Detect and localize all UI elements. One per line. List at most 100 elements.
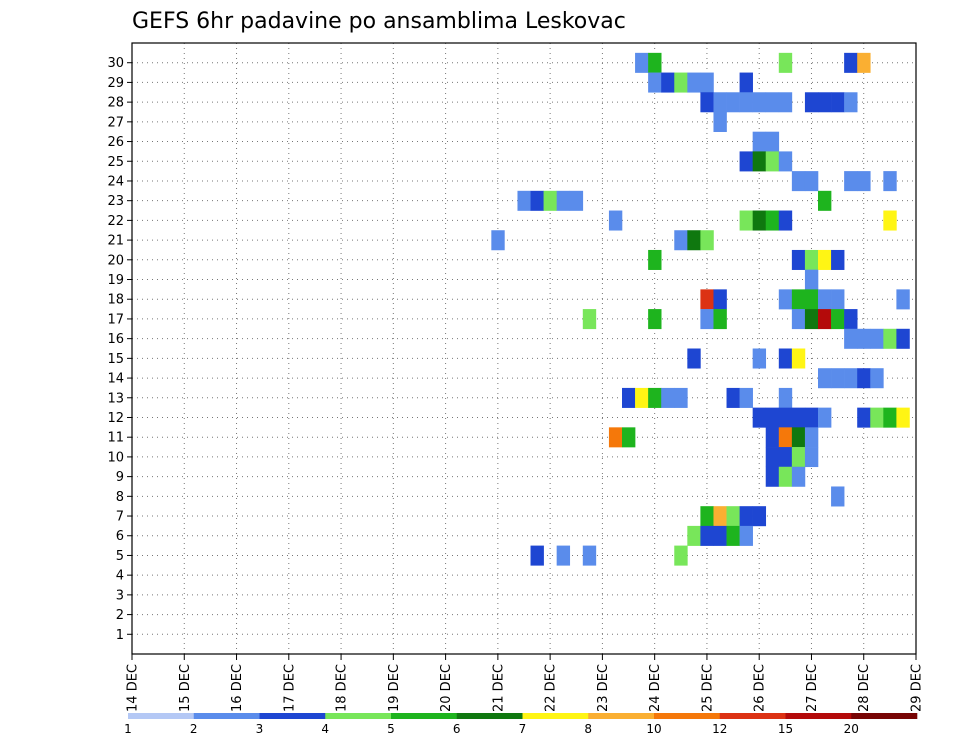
heatmap-cell	[752, 506, 767, 527]
heatmap-cell	[791, 289, 806, 310]
x-tick-label: 25 DEC	[700, 664, 715, 712]
heatmap-cell	[556, 190, 571, 211]
heatmap-cell	[791, 171, 806, 192]
heatmap-cell	[831, 309, 845, 330]
heatmap-cell	[530, 190, 544, 211]
heatmap-cell	[713, 525, 727, 546]
heatmap-cell	[739, 387, 753, 408]
heatmap-cell	[713, 92, 727, 113]
heatmap-cell	[844, 368, 858, 389]
legend-label: 10	[646, 722, 661, 736]
heatmap-cell	[831, 249, 845, 270]
heatmap-cell	[739, 92, 753, 113]
heatmap-cell	[635, 52, 649, 73]
y-tick-label: 2	[116, 608, 124, 623]
heatmap-cell	[883, 407, 897, 428]
heatmap-cell	[778, 348, 793, 369]
heatmap-cell	[648, 249, 662, 270]
legend-swatch	[588, 713, 655, 719]
heatmap-cell	[752, 348, 767, 369]
heatmap-cell	[700, 525, 714, 546]
heatmap-cell	[831, 368, 845, 389]
heatmap-cell	[556, 545, 571, 566]
heatmap-cell	[608, 427, 623, 448]
plot-frame	[131, 42, 917, 655]
heatmap-cell	[778, 387, 793, 408]
heatmap-cell	[648, 387, 662, 408]
x-tick-label: 20 DEC	[439, 664, 454, 712]
heatmap-cell	[726, 506, 740, 527]
heatmap-cell	[635, 387, 649, 408]
heatmap-cell	[818, 289, 832, 310]
y-tick-label: 25	[107, 155, 124, 170]
heatmap-cell	[661, 387, 675, 408]
heatmap-cell	[648, 309, 662, 330]
y-tick-label: 1	[116, 628, 124, 643]
x-tick-label: 19 DEC	[387, 664, 402, 712]
heatmap-cell	[883, 328, 897, 349]
y-tick-label: 29	[107, 76, 124, 91]
y-tick-label: 20	[107, 253, 124, 268]
heatmap-cell	[700, 230, 714, 251]
y-axis-ticks: 1234567891011121314151617181920212223242…	[107, 56, 132, 643]
heatmap-cell	[870, 368, 884, 389]
legend-swatch	[391, 713, 458, 719]
x-tick-label: 14 DEC	[126, 664, 141, 712]
heatmap-cell	[752, 92, 767, 113]
y-tick-label: 8	[116, 490, 124, 505]
x-tick-label: 18 DEC	[335, 664, 350, 712]
heatmap-cell	[818, 407, 832, 428]
heatmap-cell	[674, 545, 688, 566]
legend-label: 12	[712, 722, 727, 736]
heatmap-cell	[765, 447, 780, 468]
y-tick-label: 9	[116, 470, 124, 485]
heatmap-cell	[582, 309, 597, 330]
heatmap-cell	[844, 309, 858, 330]
x-axis-ticks: 14 DEC 15 DEC 16 DEC 17 DEC 18 DEC 19 DEC 20 D…	[126, 654, 925, 712]
heatmap-cell	[804, 309, 819, 330]
heatmap-cell	[896, 407, 910, 428]
legend-label: 7	[519, 722, 527, 736]
y-tick-label: 4	[116, 569, 124, 584]
y-tick-label: 15	[107, 352, 124, 367]
heatmap-cell	[752, 210, 767, 231]
heatmap-cell	[726, 92, 740, 113]
heatmap-cell	[883, 171, 897, 192]
heatmap-cell	[778, 427, 793, 448]
heatmap-cell	[857, 328, 871, 349]
y-tick-label: 16	[107, 332, 124, 347]
heatmap-cell	[726, 525, 740, 546]
heatmap-cell	[752, 407, 767, 428]
legend-swatch	[522, 713, 589, 719]
heatmap-cell	[791, 309, 806, 330]
heatmap-cell	[804, 447, 819, 468]
heatmap-cell	[687, 525, 701, 546]
y-tick-label: 23	[107, 194, 124, 209]
x-tick-label: 16 DEC	[230, 664, 245, 712]
heatmap-cell	[870, 328, 884, 349]
heatmap-cell	[739, 210, 753, 231]
heatmap-cell	[739, 506, 753, 527]
legend-swatch	[128, 713, 195, 719]
heatmap-cell	[804, 289, 819, 310]
heatmap-cell	[726, 387, 740, 408]
heatmap-cell	[661, 72, 675, 93]
legend-swatch	[259, 713, 326, 719]
heatmap-cell	[713, 289, 727, 310]
heatmap-cell	[791, 407, 806, 428]
heatmap-cell	[765, 427, 780, 448]
heatmap-cell	[700, 92, 714, 113]
y-tick-label: 26	[107, 135, 124, 150]
heatmap-cell	[700, 506, 714, 527]
heatmap-cell	[674, 230, 688, 251]
heatmap-cell	[778, 151, 793, 172]
heatmap-cell	[700, 309, 714, 330]
heatmap-cell	[791, 348, 806, 369]
y-tick-label: 6	[116, 529, 124, 544]
heatmap-cell	[804, 427, 819, 448]
heatmap-cell	[713, 309, 727, 330]
y-tick-label: 14	[107, 372, 124, 387]
heatmap-cell	[713, 506, 727, 527]
legend-label: 1	[124, 722, 132, 736]
y-tick-label: 30	[107, 56, 124, 71]
